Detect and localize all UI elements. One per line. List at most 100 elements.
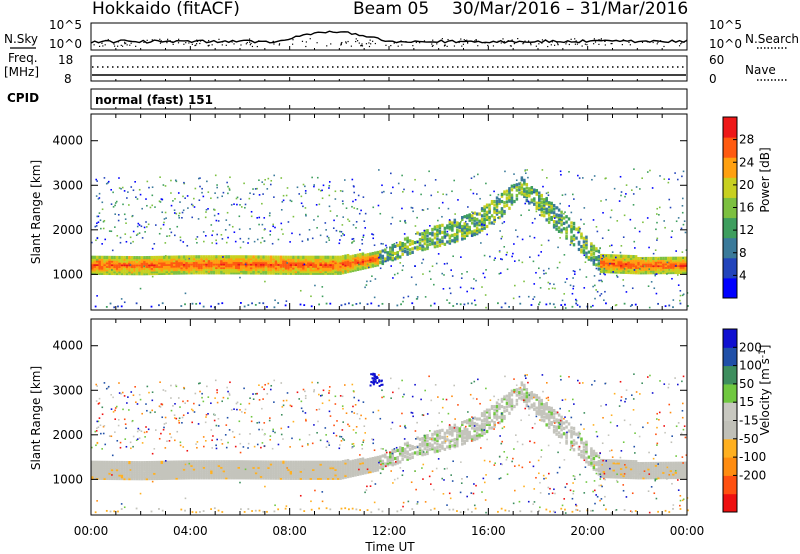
power-cell bbox=[349, 260, 352, 264]
power-cell bbox=[120, 257, 124, 261]
velocity-cell bbox=[170, 469, 173, 473]
power-cell bbox=[225, 264, 228, 268]
power-speck bbox=[501, 235, 504, 238]
velocity-cell bbox=[274, 467, 278, 471]
power-speck bbox=[505, 253, 508, 256]
velocity-cell bbox=[316, 469, 320, 473]
power-cell bbox=[349, 265, 352, 270]
power-cell bbox=[356, 266, 360, 270]
power-cell bbox=[438, 243, 442, 248]
nsearch-point bbox=[475, 39, 477, 41]
nsearch-point bbox=[102, 45, 104, 47]
power-cell bbox=[284, 264, 288, 268]
velocity-cell bbox=[130, 462, 134, 466]
nsearch-point bbox=[513, 43, 515, 45]
power-cell bbox=[187, 271, 191, 275]
power-cell bbox=[262, 258, 265, 263]
power-cell bbox=[331, 271, 335, 275]
nsearch-point bbox=[600, 39, 602, 41]
power-cell bbox=[160, 262, 164, 267]
power-cell bbox=[649, 265, 653, 269]
velocity-cell bbox=[292, 471, 295, 475]
velocity-cell bbox=[242, 469, 245, 473]
power-cell bbox=[93, 255, 96, 259]
velocity-cell bbox=[458, 429, 462, 433]
power-cell bbox=[180, 267, 183, 272]
velocity-cell bbox=[406, 445, 409, 449]
power-speck bbox=[532, 298, 534, 300]
power-cell bbox=[91, 269, 94, 274]
velocity-cell bbox=[468, 436, 471, 440]
power-cell bbox=[170, 255, 173, 259]
velocity-cell bbox=[418, 446, 422, 450]
power-speck bbox=[523, 280, 525, 283]
velocity-cell bbox=[264, 476, 268, 480]
power-cell bbox=[612, 265, 615, 269]
power-speck bbox=[316, 176, 319, 179]
velocity-cell bbox=[408, 453, 412, 457]
power-speck bbox=[610, 244, 613, 247]
power-speck bbox=[389, 246, 391, 249]
power-cell bbox=[299, 266, 303, 270]
power-cell bbox=[354, 266, 357, 270]
power-cell bbox=[324, 264, 327, 268]
power-cell bbox=[448, 239, 452, 243]
velocity-cell bbox=[552, 428, 556, 432]
power-cell bbox=[406, 238, 409, 242]
power-speck bbox=[671, 230, 673, 232]
power-clutter bbox=[664, 305, 667, 308]
velocity-cell bbox=[364, 460, 367, 464]
velocity-cell bbox=[346, 471, 350, 475]
velocity-cell bbox=[475, 435, 479, 439]
power-cell bbox=[637, 262, 640, 266]
power-cell bbox=[411, 247, 414, 251]
power-cell bbox=[634, 256, 638, 261]
velocity-cell bbox=[540, 406, 543, 410]
power-cell bbox=[319, 266, 322, 270]
power-speck bbox=[599, 273, 602, 275]
power-cell bbox=[272, 257, 275, 261]
power-cell bbox=[617, 261, 620, 265]
power-cell bbox=[438, 231, 442, 235]
velocity-cell bbox=[545, 405, 548, 409]
power-cell bbox=[438, 226, 442, 230]
velocity-cell bbox=[525, 387, 529, 392]
power-cell bbox=[187, 262, 191, 266]
power-cell bbox=[657, 262, 660, 266]
velocity-cell bbox=[220, 465, 223, 469]
velocity-cell bbox=[329, 464, 332, 468]
power-cell bbox=[235, 265, 238, 270]
power-cell bbox=[309, 268, 313, 272]
power-cell bbox=[503, 190, 506, 194]
velocity-cell bbox=[510, 400, 514, 404]
power-cell bbox=[125, 261, 129, 265]
velocity-cell bbox=[334, 464, 337, 468]
power-cell bbox=[312, 268, 315, 272]
power-clutter bbox=[538, 303, 540, 306]
power-cell bbox=[590, 256, 593, 260]
power-cell bbox=[443, 233, 447, 238]
power-cell bbox=[406, 252, 409, 256]
power-cell bbox=[167, 260, 171, 265]
power-cell bbox=[401, 249, 404, 253]
power-cell bbox=[423, 238, 427, 242]
power-speck bbox=[244, 203, 247, 206]
power-speck bbox=[414, 178, 416, 181]
velocity-cell bbox=[557, 418, 561, 422]
power-cell bbox=[170, 262, 173, 266]
velocity-cell bbox=[488, 412, 491, 416]
power-cell bbox=[354, 261, 357, 265]
power-speck bbox=[201, 191, 203, 194]
power-cell bbox=[649, 269, 653, 273]
power-cell bbox=[401, 245, 404, 249]
power-cell bbox=[130, 264, 134, 269]
power-cell bbox=[254, 260, 258, 264]
power-cell bbox=[150, 255, 154, 260]
power-speck bbox=[139, 193, 142, 196]
power-cell bbox=[160, 257, 164, 261]
velocity-cell bbox=[148, 468, 151, 472]
power-cell bbox=[411, 241, 414, 246]
velocity-cell bbox=[95, 471, 99, 475]
power-cell bbox=[177, 262, 181, 266]
power-cell bbox=[364, 255, 367, 259]
